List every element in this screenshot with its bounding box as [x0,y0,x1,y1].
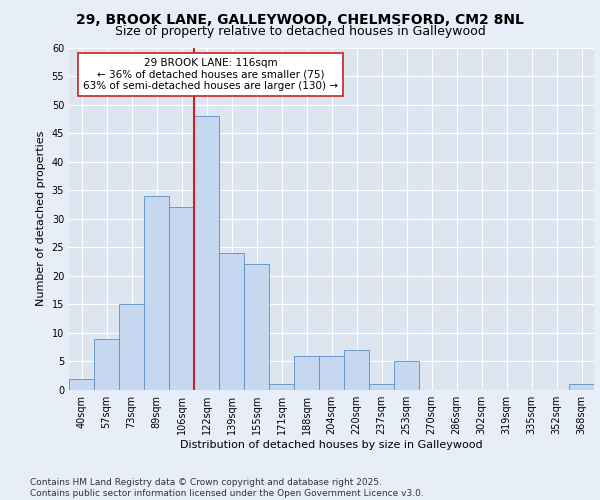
Text: Size of property relative to detached houses in Galleywood: Size of property relative to detached ho… [115,25,485,38]
Text: 29, BROOK LANE, GALLEYWOOD, CHELMSFORD, CM2 8NL: 29, BROOK LANE, GALLEYWOOD, CHELMSFORD, … [76,12,524,26]
Bar [569,384,594,390]
Bar [269,384,294,390]
Bar [394,362,419,390]
Bar [344,350,369,390]
Bar [369,384,394,390]
X-axis label: Distribution of detached houses by size in Galleywood: Distribution of detached houses by size … [180,440,483,450]
Bar [69,378,94,390]
Bar [219,253,244,390]
Text: 29 BROOK LANE: 116sqm
← 36% of detached houses are smaller (75)
63% of semi-deta: 29 BROOK LANE: 116sqm ← 36% of detached … [83,58,338,91]
Bar [94,338,119,390]
Bar [194,116,219,390]
Y-axis label: Number of detached properties: Number of detached properties [36,131,46,306]
Bar [119,304,144,390]
Bar [144,196,169,390]
Text: Contains HM Land Registry data © Crown copyright and database right 2025.
Contai: Contains HM Land Registry data © Crown c… [30,478,424,498]
Bar [244,264,269,390]
Bar [169,208,194,390]
Bar [319,356,344,390]
Bar [294,356,319,390]
